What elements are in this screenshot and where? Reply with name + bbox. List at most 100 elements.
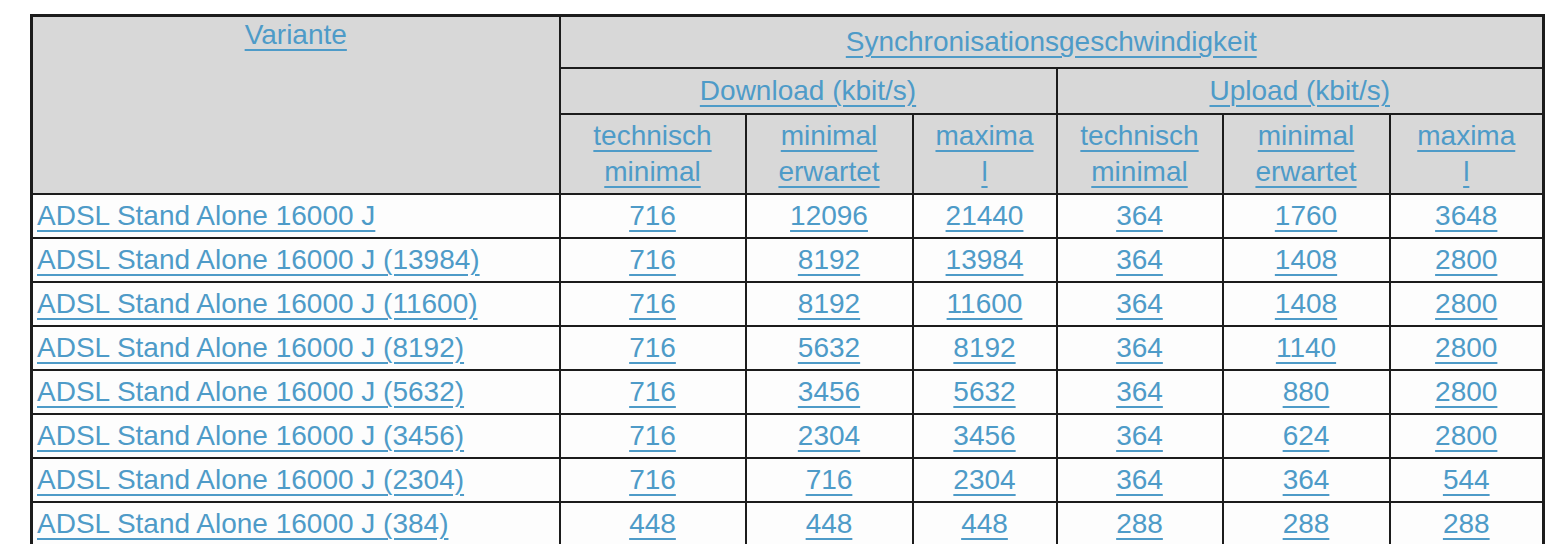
dl-minimal-erwartet-cell: 5632 bbox=[746, 326, 913, 370]
table-row: ADSL Stand Alone 16000 J (11600) 716 819… bbox=[32, 282, 1544, 326]
upload-link[interactable]: Upload (kbit/s) bbox=[1209, 75, 1390, 106]
value-link[interactable]: 364 bbox=[1116, 376, 1163, 407]
ul-maximal-cell: 288 bbox=[1390, 502, 1544, 544]
table-header: Variante Synchronisationsgeschwindigkeit… bbox=[32, 16, 1544, 195]
dl-maximal-cell: 13984 bbox=[913, 238, 1057, 282]
value-link[interactable]: 448 bbox=[629, 508, 676, 539]
value-link[interactable]: 364 bbox=[1116, 244, 1163, 275]
value-link[interactable]: 448 bbox=[806, 508, 853, 539]
value-link[interactable]: 716 bbox=[629, 332, 676, 363]
value-link[interactable]: 8192 bbox=[953, 332, 1015, 363]
ul-technisch-minimal-cell: 364 bbox=[1057, 414, 1223, 458]
value-link[interactable]: 544 bbox=[1443, 464, 1490, 495]
value-link[interactable]: 2800 bbox=[1435, 376, 1497, 407]
value-link[interactable]: 3456 bbox=[798, 376, 860, 407]
value-link[interactable]: 624 bbox=[1283, 420, 1330, 451]
value-link[interactable]: 5632 bbox=[953, 376, 1015, 407]
dl-technisch-minimal-link[interactable]: technisch minimal bbox=[593, 120, 711, 187]
variant-link[interactable]: ADSL Stand Alone 16000 J (384) bbox=[37, 508, 448, 539]
value-link[interactable]: 5632 bbox=[798, 332, 860, 363]
dl-minimal-erwartet-link[interactable]: minimal erwartet bbox=[778, 120, 879, 187]
value-link[interactable]: 3648 bbox=[1435, 200, 1497, 231]
ul-technisch-minimal-cell: 288 bbox=[1057, 502, 1223, 544]
ul-maximal-cell: 2800 bbox=[1390, 370, 1544, 414]
value-link[interactable]: 288 bbox=[1443, 508, 1490, 539]
ul-technisch-minimal-link[interactable]: technisch minimal bbox=[1080, 120, 1198, 187]
dl-maximal-cell: 8192 bbox=[913, 326, 1057, 370]
header-dl-minimal-erwartet: minimal erwartet bbox=[746, 114, 913, 194]
ul-minimal-erwartet-cell: 880 bbox=[1223, 370, 1390, 414]
value-link[interactable]: 1760 bbox=[1275, 200, 1337, 231]
value-link[interactable]: 364 bbox=[1283, 464, 1330, 495]
value-link[interactable]: 364 bbox=[1116, 288, 1163, 319]
value-link[interactable]: 1408 bbox=[1275, 244, 1337, 275]
dl-technisch-minimal-cell: 716 bbox=[560, 370, 746, 414]
ul-technisch-minimal-cell: 364 bbox=[1057, 326, 1223, 370]
value-link[interactable]: 3456 bbox=[953, 420, 1015, 451]
table-row: ADSL Stand Alone 16000 J (13984) 716 819… bbox=[32, 238, 1544, 282]
dl-maximal-cell: 5632 bbox=[913, 370, 1057, 414]
ul-technisch-minimal-cell: 364 bbox=[1057, 194, 1223, 238]
value-link[interactable]: 12096 bbox=[790, 200, 868, 231]
value-link[interactable]: 716 bbox=[629, 376, 676, 407]
ul-minimal-erwartet-cell: 1140 bbox=[1223, 326, 1390, 370]
variant-cell: ADSL Stand Alone 16000 J (2304) bbox=[32, 458, 560, 502]
value-link[interactable]: 2304 bbox=[798, 420, 860, 451]
value-link[interactable]: 364 bbox=[1116, 464, 1163, 495]
ul-maximal-link[interactable]: maximal bbox=[1415, 118, 1517, 191]
value-link[interactable]: 880 bbox=[1283, 376, 1330, 407]
header-ul-minimal-erwartet: minimal erwartet bbox=[1223, 114, 1390, 194]
value-link[interactable]: 716 bbox=[629, 244, 676, 275]
value-link[interactable]: 8192 bbox=[798, 244, 860, 275]
ul-minimal-erwartet-link[interactable]: minimal erwartet bbox=[1255, 120, 1356, 187]
value-link[interactable]: 288 bbox=[1116, 508, 1163, 539]
value-link[interactable]: 448 bbox=[961, 508, 1008, 539]
ul-minimal-erwartet-cell: 364 bbox=[1223, 458, 1390, 502]
variant-link[interactable]: ADSL Stand Alone 16000 J (5632) bbox=[37, 376, 464, 407]
value-link[interactable]: 2800 bbox=[1435, 332, 1497, 363]
value-link[interactable]: 2304 bbox=[953, 464, 1015, 495]
variant-cell: ADSL Stand Alone 16000 J (11600) bbox=[32, 282, 560, 326]
dl-maximal-cell: 448 bbox=[913, 502, 1057, 544]
value-link[interactable]: 11600 bbox=[947, 288, 1023, 319]
value-link[interactable]: 716 bbox=[629, 200, 676, 231]
value-link[interactable]: 364 bbox=[1116, 200, 1163, 231]
header-download: Download (kbit/s) bbox=[560, 68, 1057, 114]
value-link[interactable]: 288 bbox=[1283, 508, 1330, 539]
ul-maximal-cell: 544 bbox=[1390, 458, 1544, 502]
ul-minimal-erwartet-cell: 624 bbox=[1223, 414, 1390, 458]
ul-technisch-minimal-cell: 364 bbox=[1057, 370, 1223, 414]
download-link[interactable]: Download (kbit/s) bbox=[700, 75, 916, 106]
variant-link[interactable]: ADSL Stand Alone 16000 J (2304) bbox=[37, 464, 464, 495]
value-link[interactable]: 716 bbox=[629, 420, 676, 451]
dl-maximal-cell: 3456 bbox=[913, 414, 1057, 458]
variant-link[interactable]: ADSL Stand Alone 16000 J (13984) bbox=[37, 244, 480, 275]
value-link[interactable]: 21440 bbox=[946, 200, 1024, 231]
value-link[interactable]: 8192 bbox=[798, 288, 860, 319]
table-row: ADSL Stand Alone 16000 J (5632) 716 3456… bbox=[32, 370, 1544, 414]
value-link[interactable]: 1140 bbox=[1276, 332, 1336, 363]
dl-maximal-link[interactable]: maximal bbox=[934, 118, 1036, 191]
value-link[interactable]: 364 bbox=[1116, 420, 1163, 451]
variante-link[interactable]: Variante bbox=[245, 19, 347, 50]
value-link[interactable]: 2800 bbox=[1435, 244, 1497, 275]
dl-minimal-erwartet-cell: 8192 bbox=[746, 282, 913, 326]
variant-link[interactable]: ADSL Stand Alone 16000 J (8192) bbox=[37, 332, 464, 363]
ul-minimal-erwartet-cell: 1408 bbox=[1223, 282, 1390, 326]
variant-link[interactable]: ADSL Stand Alone 16000 J bbox=[37, 200, 375, 231]
value-link[interactable]: 2800 bbox=[1435, 420, 1497, 451]
ul-maximal-cell: 2800 bbox=[1390, 282, 1544, 326]
ul-maximal-cell: 3648 bbox=[1390, 194, 1544, 238]
value-link[interactable]: 364 bbox=[1116, 332, 1163, 363]
value-link[interactable]: 13984 bbox=[946, 244, 1024, 275]
dl-technisch-minimal-cell: 716 bbox=[560, 194, 746, 238]
value-link[interactable]: 716 bbox=[806, 464, 853, 495]
value-link[interactable]: 1408 bbox=[1275, 288, 1337, 319]
variant-link[interactable]: ADSL Stand Alone 16000 J (3456) bbox=[37, 420, 464, 451]
variant-link[interactable]: ADSL Stand Alone 16000 J (11600) bbox=[37, 288, 478, 319]
header-sync: Synchronisationsgeschwindigkeit bbox=[560, 16, 1544, 69]
value-link[interactable]: 716 bbox=[629, 288, 676, 319]
value-link[interactable]: 2800 bbox=[1435, 288, 1497, 319]
value-link[interactable]: 716 bbox=[629, 464, 676, 495]
sync-link[interactable]: Synchronisationsgeschwindigkeit bbox=[846, 26, 1257, 57]
